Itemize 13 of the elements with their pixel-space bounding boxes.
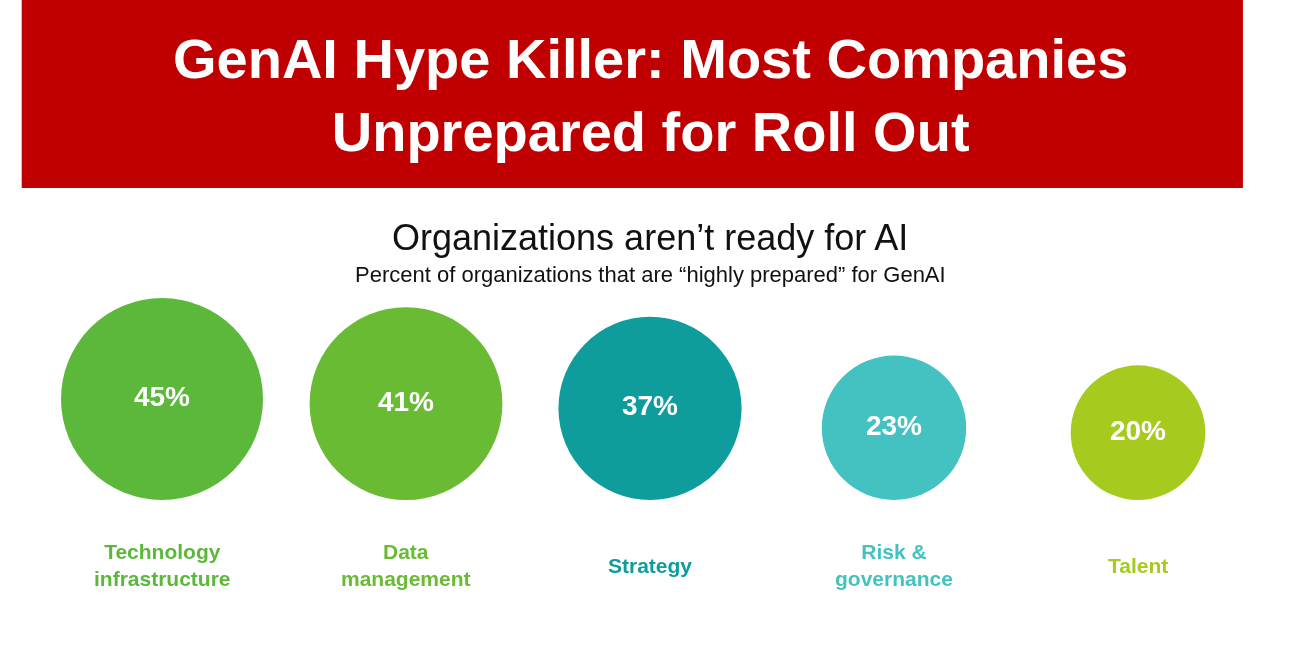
category-label: Strategy — [608, 554, 693, 577]
category-label: Data management — [341, 540, 471, 591]
text: GenAI Hype Killer: Most Companies Unprepared for Roll Out — [173, 27, 1129, 163]
category-label: Talent — [1108, 554, 1169, 577]
data-label: 20% — [1109, 414, 1167, 446]
data-label: 23% — [865, 409, 923, 441]
text: Organizations aren’t ready for AI — [392, 217, 909, 258]
data-label: 41% — [377, 385, 435, 417]
data-label: 45% — [133, 381, 191, 412]
category-label: Technology infrastructure — [94, 540, 231, 591]
data-label: 37% — [621, 390, 679, 422]
category-label: Risk & governance — [835, 540, 953, 591]
text: Percent of organizations that are “highly prepared” for GenAI — [355, 262, 946, 287]
